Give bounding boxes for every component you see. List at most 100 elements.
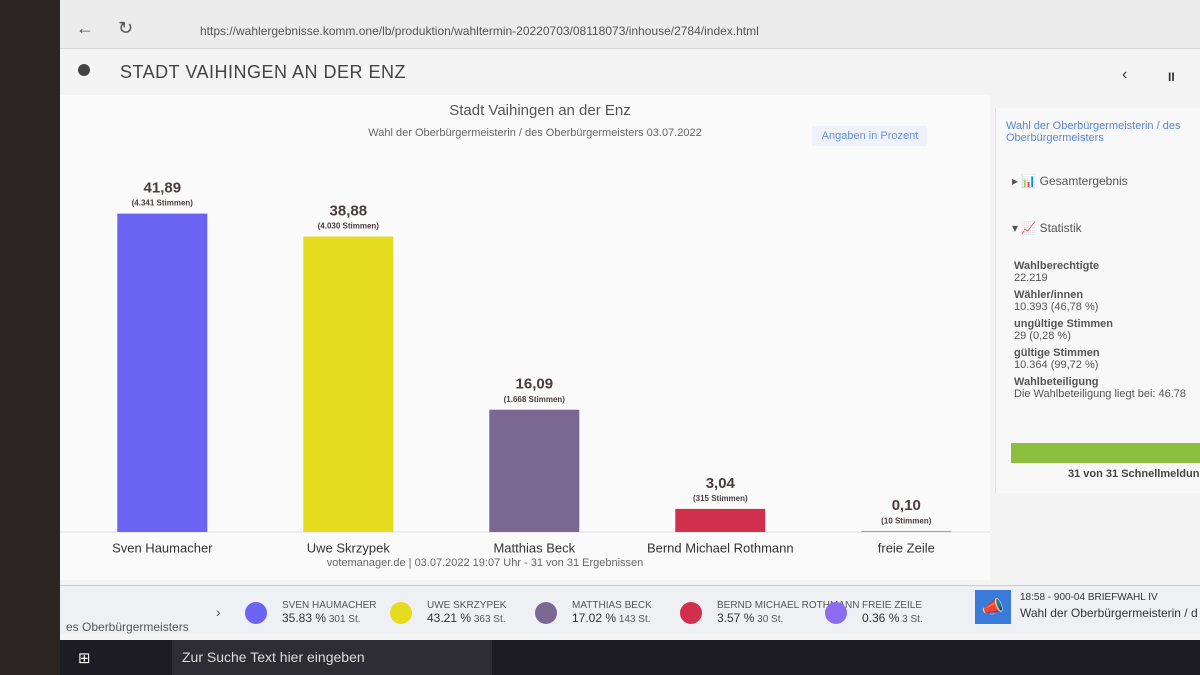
menu-item[interactable]: ▸ 📊 Gesamtergebnis	[1012, 174, 1128, 188]
ticker: es Oberbürgermeisters › 📣 18:58 - 900-04…	[60, 585, 1200, 634]
ticker-percent: 35.83 %	[282, 611, 327, 625]
ticker-votes: 301 St.	[328, 614, 361, 625]
stat-value: 29 (0,28 %)	[1014, 330, 1071, 342]
ticker-result: 17.02 % 143 St.	[572, 611, 652, 625]
legend-dot	[390, 602, 412, 624]
ticker-item: BERND MICHAEL ROTHMANN 3.57 % 30 St.	[717, 600, 859, 625]
news-icon: 📣	[975, 590, 1011, 624]
stat-label: gültige Stimmen	[1014, 347, 1100, 359]
chart: Stadt Vaihingen an der Enz Wahl der Ober…	[60, 102, 995, 569]
votes-label: (315 Stimmen)	[693, 494, 748, 503]
stat: gültige Stimmen 10.364 (99,72 %)	[1014, 347, 1200, 371]
ticker-item: UWE SKRZYPEK 43.21 % 363 St.	[427, 600, 506, 625]
votes-label: (4.030 Stimmen)	[318, 222, 380, 231]
votes-label: (10 Stimmen)	[881, 516, 932, 525]
legend-dot	[535, 602, 557, 624]
bar	[303, 236, 394, 532]
value-label: 0,10	[892, 497, 921, 514]
ticker-name: SVEN HAUMACHER	[282, 600, 377, 611]
x-tick-label: Sven Haumacher	[112, 540, 213, 555]
value-label: 16,09	[516, 376, 554, 393]
votes-label: (4.341 Stimmen)	[132, 199, 194, 208]
value-label: 3,04	[706, 475, 736, 492]
browser-bar: ← ↻	[60, 0, 1200, 49]
ticker-votes: 143 St.	[618, 614, 651, 625]
stat-label: Wahlberechtigte	[1014, 260, 1100, 272]
menu-label[interactable]: Gesamtergebnis	[1039, 174, 1128, 188]
legend-dot	[245, 602, 267, 624]
legend-dot	[680, 602, 702, 624]
value-label: 38,88	[330, 202, 368, 219]
pause-button[interactable]: II	[1168, 70, 1175, 84]
stat: ungültige Stimmen 29 (0,28 %)	[1014, 318, 1200, 342]
ticker-percent: 3.57 %	[717, 611, 755, 625]
sidebar-title[interactable]: Wahl der Oberbürgermeisterin / des Oberb…	[1006, 120, 1181, 144]
x-tick-label: Bernd Michael Rothmann	[647, 540, 794, 555]
bar	[861, 531, 952, 532]
logo	[78, 64, 90, 76]
stat-value: 10.393 (46,78 %)	[1014, 301, 1099, 313]
stat: Wähler/innen 10.393 (46,78 %)	[1014, 289, 1200, 313]
x-tick-label: freie Zeile	[878, 540, 935, 555]
stat-label: ungültige Stimmen	[1014, 318, 1113, 330]
stat-value: 22.219	[1014, 272, 1048, 284]
chart-footer: votemanager.de | 03.07.2022 19:07 Uhr - …	[327, 557, 644, 569]
menu-label[interactable]: Statistik	[1039, 221, 1082, 235]
prev-button[interactable]: ‹	[1122, 66, 1128, 83]
ticker-name: MATTHIAS BECK	[572, 600, 652, 611]
stat-value: Die Wahlbeteiligung liegt bei: 46.78	[1014, 388, 1187, 400]
x-tick-label: Matthias Beck	[493, 540, 575, 555]
news-text: Wahl der Oberbürgermeisterin / d	[1020, 606, 1198, 620]
x-tick-label: Uwe Skrzypek	[307, 540, 391, 555]
ticker-result: 0.36 % 3 St.	[862, 611, 923, 625]
back-button[interactable]: ←	[76, 18, 94, 38]
ticker-result: 3.57 % 30 St.	[717, 611, 859, 625]
ticker-result: 35.83 % 301 St.	[282, 611, 376, 625]
ticker-item: FREIE ZEILE 0.36 % 3 St.	[862, 600, 923, 625]
unit-note: Angaben in Prozent	[822, 130, 919, 142]
sidebar: Wahl der Oberbürgermeisterin / des Oberb…	[995, 108, 1200, 493]
ticker-percent: 17.02 %	[572, 611, 617, 625]
ticker-percent: 43.21 %	[427, 611, 472, 625]
news-time: 18:58 - 900-04 BRIEFWAHL IV	[1020, 592, 1158, 603]
reload-button[interactable]: ↻	[118, 18, 134, 38]
stat: Wahlbeteiligung Die Wahlbeteiligung liegt…	[1014, 376, 1200, 400]
chart-title: Stadt Vaihingen an der Enz	[449, 102, 631, 119]
search-box[interactable]: Zur Suche Text hier eingeben	[172, 640, 492, 675]
stat-value: 10.364 (99,72 %)	[1014, 359, 1099, 371]
ticker-name: UWE SKRZYPEK	[427, 600, 507, 611]
legend-dot	[825, 602, 847, 624]
menu-item[interactable]: ▾ 📈 Statistik	[1012, 221, 1082, 235]
progress-bar	[1011, 443, 1200, 463]
app-title: STADT VAIHINGEN AN DER ENZ	[120, 62, 407, 82]
ticker-item: SVEN HAUMACHER 35.83 % 301 St.	[282, 600, 376, 625]
stat: Wahlberechtigte 22.219	[1014, 260, 1200, 284]
ticker-result: 43.21 % 363 St.	[427, 611, 506, 625]
chart-panel: Stadt Vaihingen an der Enz Wahl der Ober…	[60, 95, 995, 580]
ticker-name: FREIE ZEILE	[862, 600, 923, 611]
ticker-percent: 0.36 %	[862, 611, 900, 625]
ticker-lead: es Oberbürgermeisters	[66, 620, 189, 634]
stats: Wahlberechtigte 22.219 Wähler/innen 10.393 …	[1014, 260, 1200, 405]
value-label: 41,89	[144, 180, 182, 197]
ticker-votes: 3 St.	[902, 614, 923, 625]
votes-label: (1.668 Stimmen)	[504, 395, 566, 404]
note-box	[812, 126, 927, 146]
progress-text: 31 von 31 Schnellmeldun	[1068, 468, 1200, 480]
ticker-item: MATTHIAS BECK 17.02 % 143 St.	[572, 600, 652, 625]
bar	[675, 508, 766, 532]
ticker-name: BERND MICHAEL ROTHMANN	[717, 600, 860, 611]
taskbar: ⊞ Zur Suche Text hier eingeben	[60, 640, 1200, 675]
chart-subtitle: Wahl der Oberbürgermeisterin / des Oberb…	[368, 127, 701, 139]
search-placeholder: Zur Suche Text hier eingeben	[182, 649, 365, 665]
bar	[489, 409, 580, 532]
ticker-votes: 30 St.	[757, 614, 784, 625]
stat-label: Wähler/innen	[1014, 289, 1084, 301]
ticker-votes: 363 St.	[473, 614, 506, 625]
start-button[interactable]: ⊞	[78, 650, 91, 667]
stat-label: Wahlbeteiligung	[1014, 376, 1099, 388]
bar	[117, 213, 208, 533]
ticker-arrow[interactable]: ›	[216, 604, 221, 620]
url[interactable]: https://wahlergebnisse.komm.one/lb/produ…	[200, 24, 759, 38]
